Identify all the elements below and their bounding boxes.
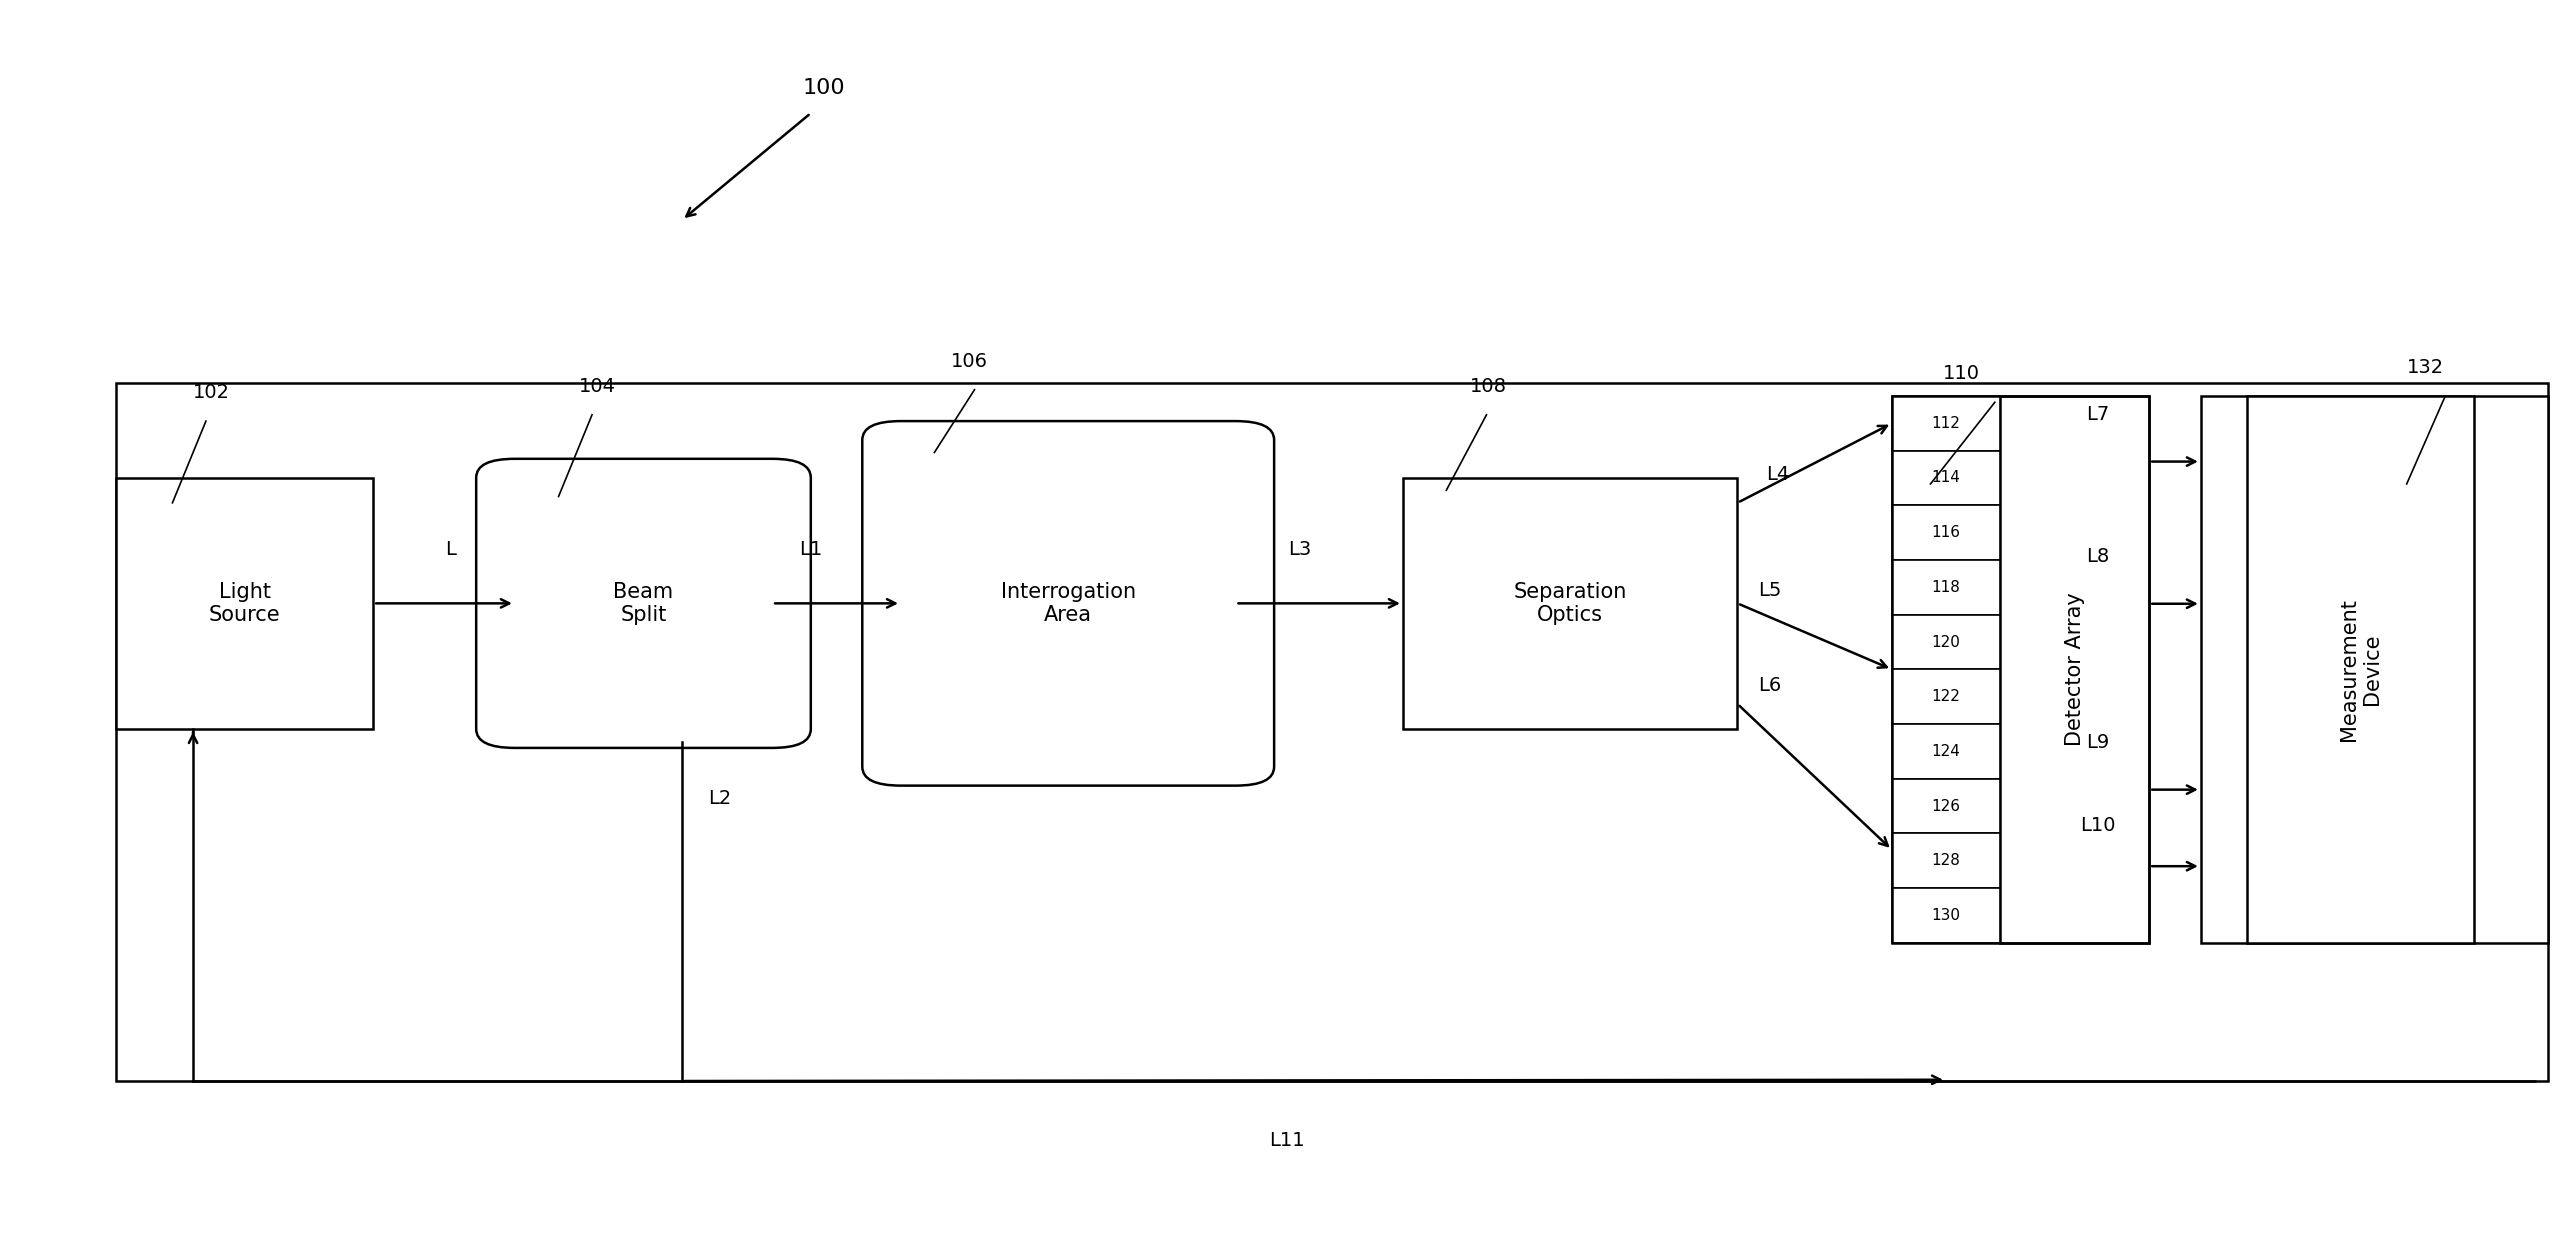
- Bar: [1892, 505, 2000, 561]
- Text: Measurement
Device: Measurement Device: [2340, 598, 2381, 740]
- Text: 118: 118: [1930, 579, 1961, 595]
- Text: Interrogation
Area: Interrogation Area: [1001, 582, 1135, 625]
- Bar: [1892, 396, 2000, 450]
- Text: Light
Source: Light Source: [208, 582, 281, 625]
- Text: 128: 128: [1930, 854, 1961, 869]
- Text: L9: L9: [2085, 733, 2111, 752]
- FancyBboxPatch shape: [862, 421, 1274, 786]
- Text: L2: L2: [708, 788, 731, 808]
- Bar: [2201, 396, 2548, 943]
- Bar: [116, 478, 373, 729]
- Bar: [1892, 887, 2000, 943]
- Text: L5: L5: [1758, 581, 1781, 601]
- Bar: [1892, 615, 2000, 669]
- Text: 114: 114: [1930, 470, 1961, 485]
- Text: 120: 120: [1930, 635, 1961, 650]
- Text: L: L: [445, 541, 456, 559]
- Text: L8: L8: [2085, 547, 2111, 566]
- Text: L11: L11: [1269, 1131, 1305, 1150]
- Bar: [116, 383, 2548, 1081]
- Text: 100: 100: [803, 78, 844, 98]
- FancyBboxPatch shape: [476, 459, 811, 748]
- Bar: [1892, 669, 2000, 724]
- Text: L7: L7: [2085, 405, 2111, 424]
- Text: Beam
Split: Beam Split: [613, 582, 674, 625]
- Text: Detector Array: Detector Array: [2064, 592, 2085, 747]
- Text: 116: 116: [1930, 525, 1961, 541]
- Text: 112: 112: [1930, 416, 1961, 431]
- Bar: [2247, 396, 2474, 943]
- Bar: [1892, 724, 2000, 779]
- Bar: [1892, 396, 2149, 943]
- Bar: [1892, 778, 2000, 833]
- Text: 132: 132: [2407, 358, 2443, 377]
- Bar: [1892, 833, 2000, 887]
- Text: L4: L4: [1766, 465, 1789, 484]
- Text: L3: L3: [1287, 541, 1313, 559]
- Text: 108: 108: [1470, 377, 1506, 396]
- Text: 106: 106: [952, 352, 988, 371]
- Text: 122: 122: [1930, 689, 1961, 704]
- Bar: [1403, 478, 1737, 729]
- Text: L6: L6: [1758, 675, 1781, 695]
- Text: 124: 124: [1930, 744, 1961, 759]
- Text: 104: 104: [579, 377, 615, 396]
- Bar: [2000, 396, 2149, 943]
- Text: L10: L10: [2080, 816, 2116, 835]
- Text: L1: L1: [798, 541, 824, 559]
- Text: 102: 102: [193, 383, 229, 402]
- Bar: [1892, 451, 2000, 505]
- Text: 110: 110: [1943, 365, 1979, 383]
- Bar: [1892, 561, 2000, 615]
- Text: 126: 126: [1930, 798, 1961, 813]
- Text: Separation
Optics: Separation Optics: [1514, 582, 1627, 625]
- Text: 130: 130: [1930, 908, 1961, 923]
